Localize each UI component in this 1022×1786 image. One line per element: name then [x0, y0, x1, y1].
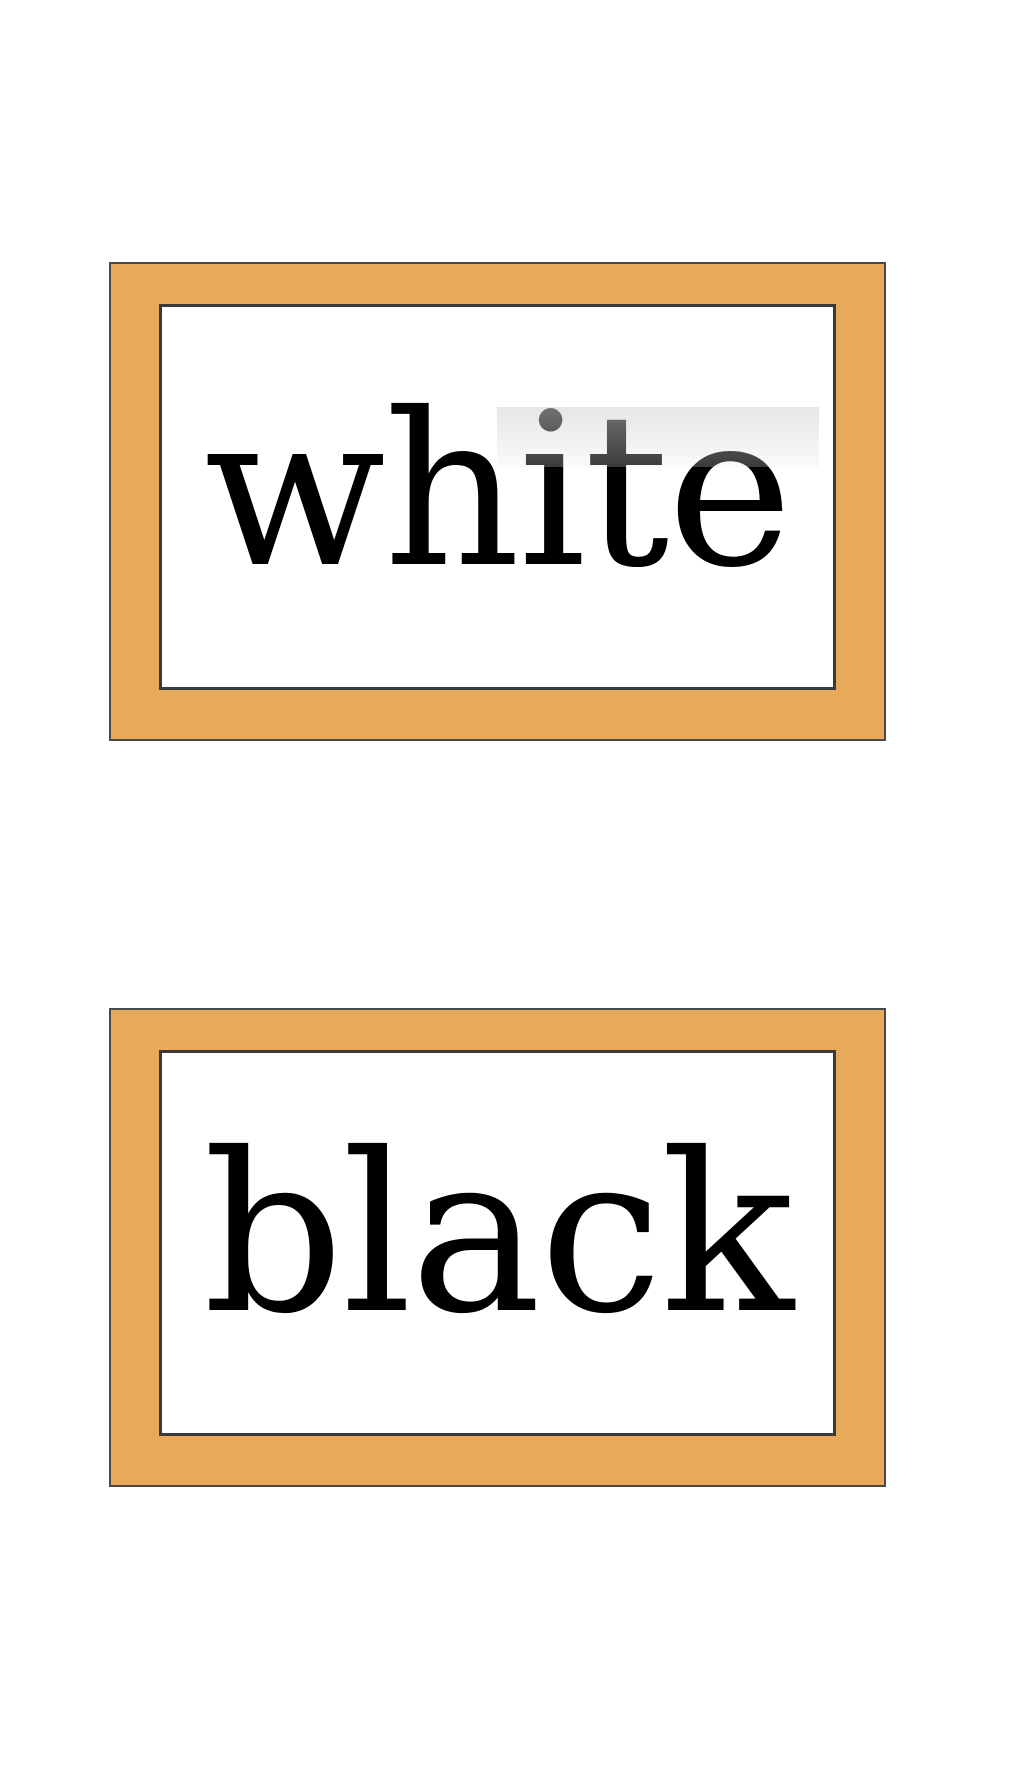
- word-label: white: [204, 367, 792, 614]
- word-card-black: black: [109, 1008, 886, 1487]
- word-card-white: white: [109, 262, 886, 741]
- word-label: black: [203, 1106, 794, 1362]
- word-card-inner: black: [159, 1050, 836, 1436]
- word-card-inner: white: [159, 304, 836, 690]
